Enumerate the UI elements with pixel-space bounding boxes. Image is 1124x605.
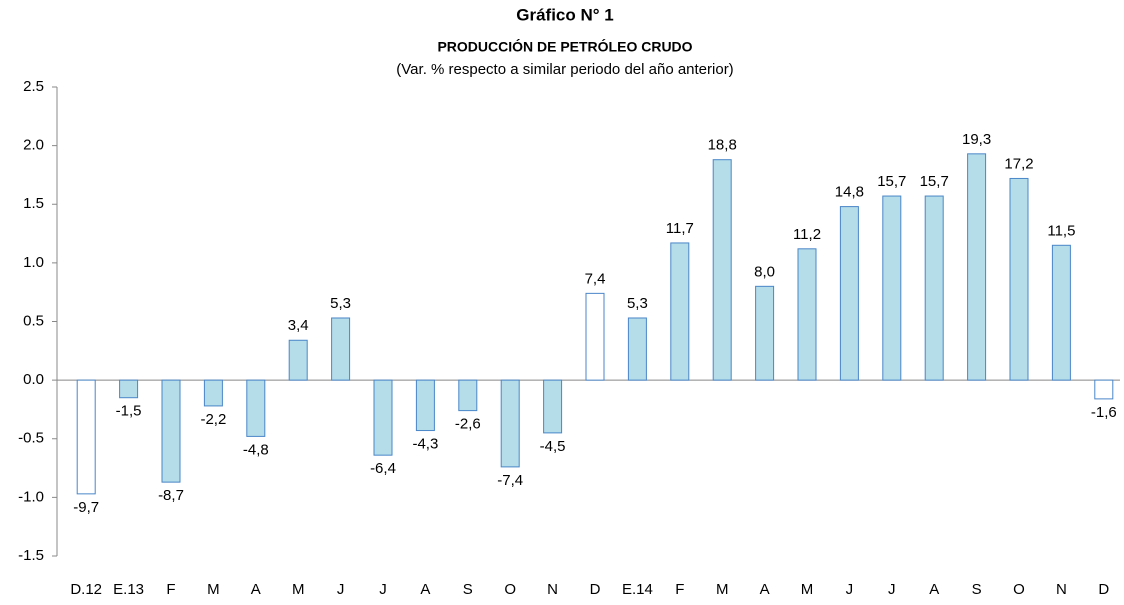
x-tick-label: D bbox=[590, 581, 601, 598]
x-tick-label: A bbox=[760, 581, 770, 598]
x-tick-label: F bbox=[675, 581, 684, 598]
value-label: -4,5 bbox=[540, 438, 566, 455]
value-label: -2,6 bbox=[455, 416, 481, 433]
value-label: -7,4 bbox=[497, 472, 523, 489]
bar bbox=[585, 292, 605, 381]
bar bbox=[415, 379, 435, 432]
bar bbox=[161, 379, 181, 483]
bar bbox=[458, 379, 478, 412]
x-tick-label: D.12 bbox=[70, 581, 102, 598]
x-tick-label: J bbox=[379, 581, 387, 598]
y-tick-label: -1.0 bbox=[18, 488, 44, 505]
value-label: -4,8 bbox=[243, 441, 269, 458]
x-tick-label: F bbox=[166, 581, 175, 598]
bar bbox=[1094, 379, 1114, 400]
bar bbox=[246, 379, 266, 437]
value-label: 5,3 bbox=[627, 295, 648, 312]
x-tick-label: S bbox=[972, 581, 982, 598]
value-label: -1,6 bbox=[1091, 404, 1117, 421]
x-tick-label: D bbox=[1098, 581, 1109, 598]
x-tick-label: J bbox=[337, 581, 345, 598]
value-label: -2,2 bbox=[200, 411, 226, 428]
value-label: -6,4 bbox=[370, 460, 396, 477]
value-label: -4,3 bbox=[412, 436, 438, 453]
x-tick-label: E.14 bbox=[622, 581, 653, 598]
value-label: 3,4 bbox=[288, 317, 309, 334]
value-label: 7,4 bbox=[585, 270, 606, 287]
bar bbox=[119, 379, 139, 399]
value-label: 5,3 bbox=[330, 295, 351, 312]
chart-title: Gráfico N° 1 bbox=[516, 5, 614, 24]
bar bbox=[627, 317, 647, 381]
x-tick-label: O bbox=[1013, 581, 1025, 598]
bar bbox=[967, 153, 987, 381]
value-label: 11,5 bbox=[1047, 222, 1075, 239]
bar bbox=[797, 248, 817, 381]
bar bbox=[670, 242, 690, 381]
x-tick-label: A bbox=[929, 581, 939, 598]
value-label: 14,8 bbox=[835, 184, 864, 201]
bar bbox=[288, 339, 308, 381]
bar bbox=[203, 379, 223, 407]
value-label: 8,0 bbox=[754, 263, 775, 280]
bar bbox=[882, 195, 902, 381]
y-tick-label: -1.5 bbox=[18, 547, 44, 564]
x-tick-label: N bbox=[1056, 581, 1067, 598]
x-tick-label: A bbox=[251, 581, 261, 598]
x-tick-label: A bbox=[420, 581, 430, 598]
x-tick-label: M bbox=[292, 581, 305, 598]
value-label: 11,7 bbox=[666, 220, 694, 237]
bar bbox=[543, 379, 563, 434]
x-tick-label: M bbox=[207, 581, 220, 598]
y-tick-label: 0.5 bbox=[23, 312, 44, 329]
y-tick-label: 1.5 bbox=[23, 195, 44, 212]
y-tick-label: 0.0 bbox=[23, 371, 44, 388]
x-tick-label: M bbox=[801, 581, 814, 598]
bar bbox=[373, 379, 393, 456]
x-tick-label: J bbox=[846, 581, 854, 598]
x-tick-label: M bbox=[716, 581, 729, 598]
bar bbox=[1051, 244, 1071, 381]
value-label: 19,3 bbox=[962, 131, 991, 148]
value-label: -8,7 bbox=[158, 487, 184, 504]
bar bbox=[331, 317, 351, 381]
chart-note: (Var. % respecto a similar periodo del a… bbox=[396, 61, 733, 78]
bar bbox=[924, 195, 944, 381]
value-label: -9,7 bbox=[73, 499, 99, 516]
x-tick-label: E.13 bbox=[113, 581, 144, 598]
x-tick-label: N bbox=[547, 581, 558, 598]
bar bbox=[76, 379, 96, 495]
x-tick-label: S bbox=[463, 581, 473, 598]
value-label: 15,7 bbox=[877, 173, 906, 190]
bar bbox=[755, 285, 775, 381]
y-tick-label: 1.0 bbox=[23, 254, 44, 271]
value-label: 11,2 bbox=[793, 226, 821, 243]
bar bbox=[500, 379, 520, 468]
value-label: 18,8 bbox=[708, 137, 737, 154]
x-tick-label: O bbox=[504, 581, 516, 598]
value-label: 17,2 bbox=[1004, 155, 1033, 172]
y-tick-label: 2.0 bbox=[23, 137, 44, 154]
y-tick-label: 2.5 bbox=[23, 78, 44, 95]
value-label: 15,7 bbox=[920, 173, 949, 190]
chart-subtitle: PRODUCCIÓN DE PETRÓLEO CRUDO bbox=[437, 38, 692, 55]
bar bbox=[839, 206, 859, 381]
x-tick-label: J bbox=[888, 581, 896, 598]
value-label: -1,5 bbox=[116, 403, 142, 420]
y-tick-label: -0.5 bbox=[18, 430, 44, 447]
bar bbox=[712, 159, 732, 381]
bar bbox=[1009, 177, 1029, 381]
